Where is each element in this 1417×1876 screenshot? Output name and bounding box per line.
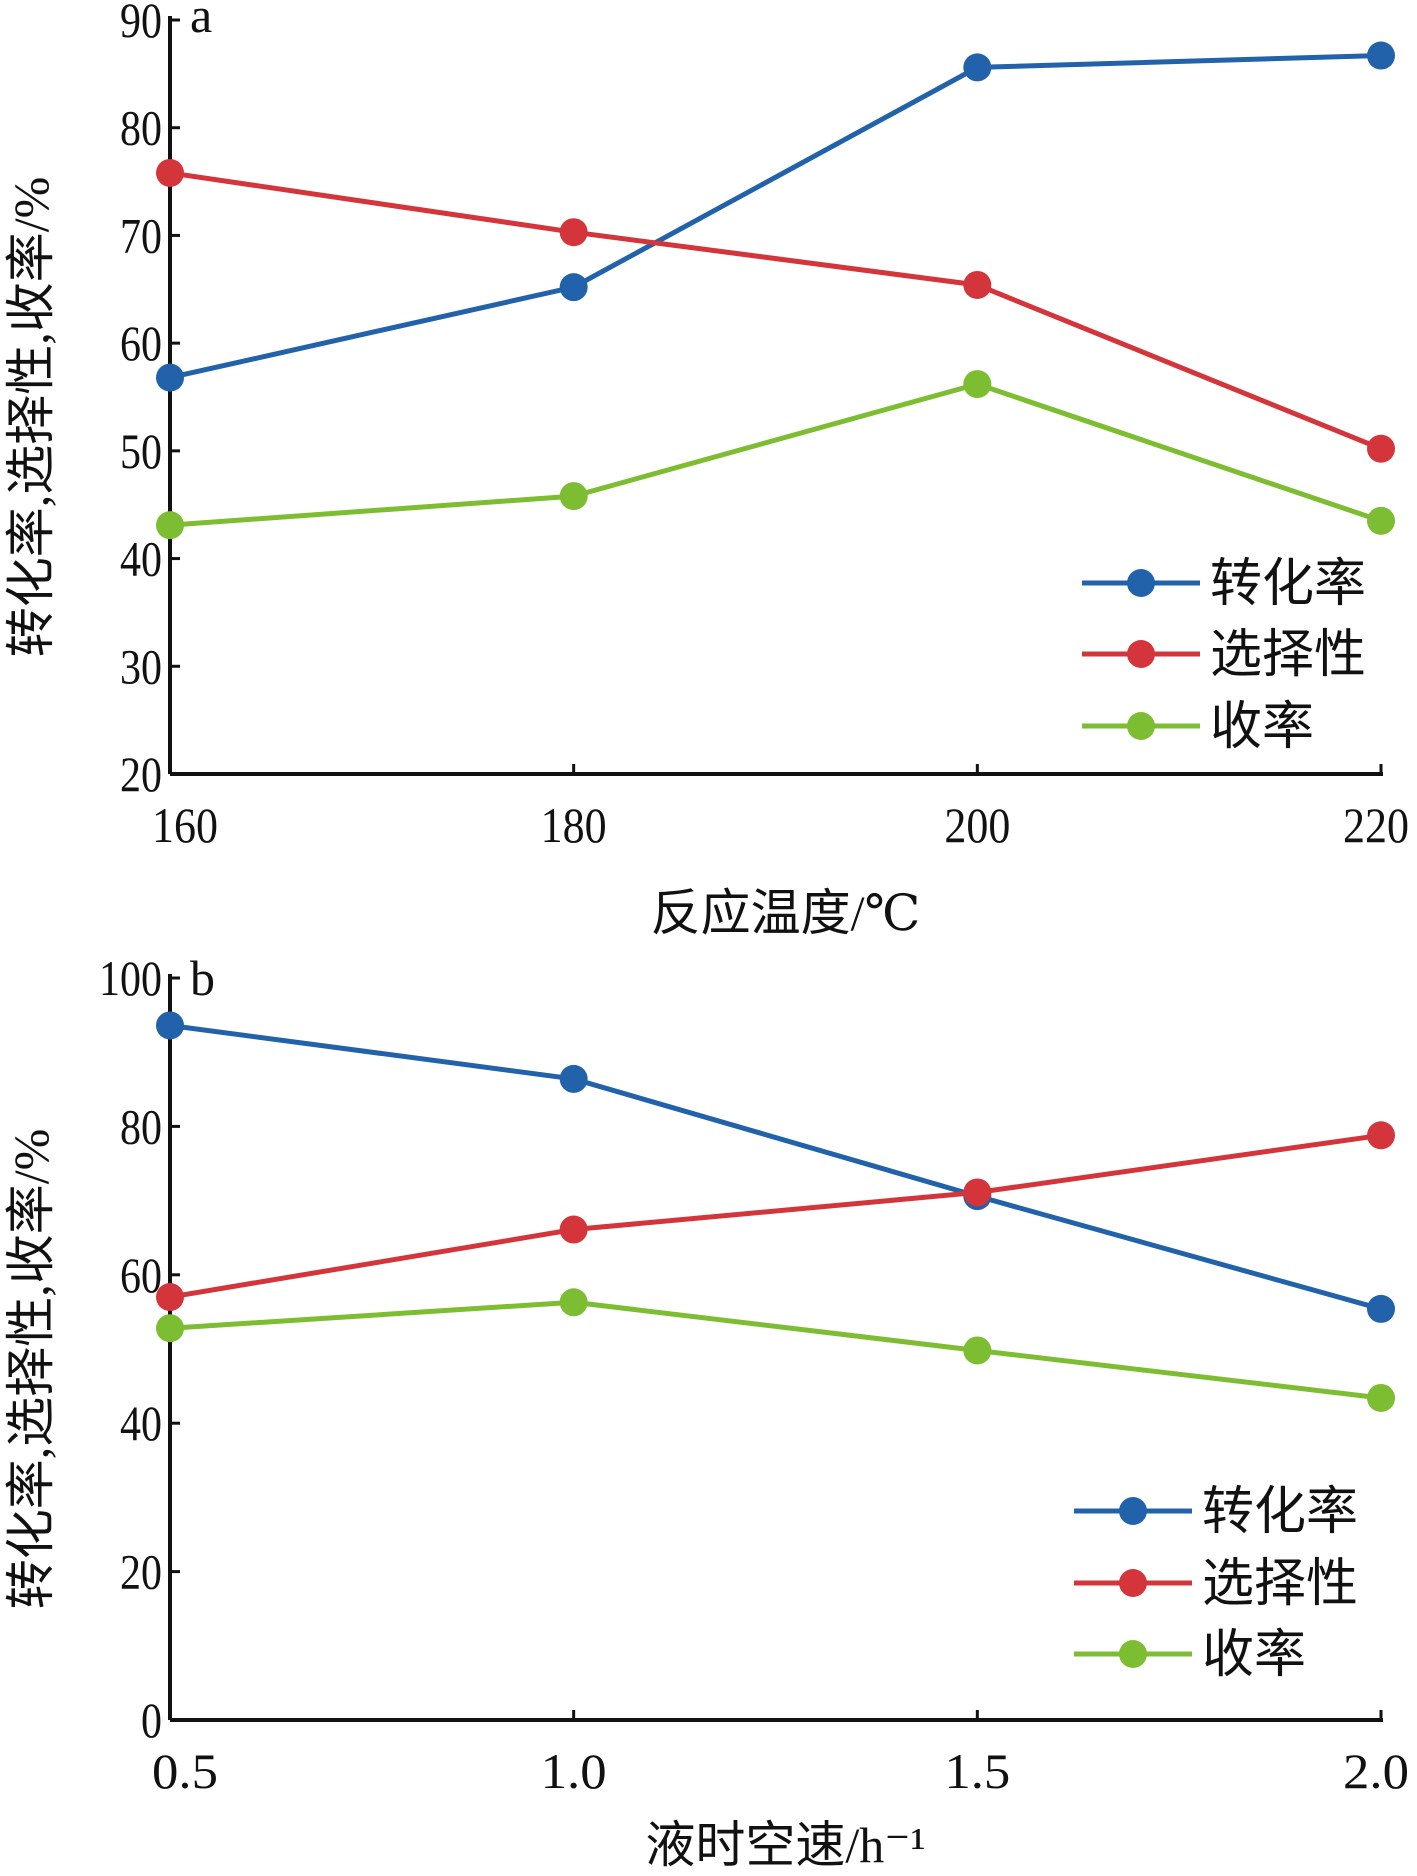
data-point-yield [1367,1383,1395,1412]
data-point-selectivity [156,1283,184,1312]
data-point-conversion [1367,1294,1395,1323]
series-line-yield [169,381,1382,528]
series-line-selectivity [169,170,1382,452]
y-tick-label: 90 [120,0,162,48]
data-point-selectivity [963,1178,992,1207]
x-tick-label: 200 [944,797,1010,853]
y-axis-label: 转化率,选择性,收率/% [3,177,59,658]
legend-label-yield: 收率 [1210,699,1314,756]
data-point-yield [156,511,184,540]
data-point-selectivity [963,270,992,299]
y-tick-label: 70 [120,207,162,263]
legend-marker-yield [1119,1640,1147,1668]
legend-label-conversion: 转化率 [1202,1484,1358,1541]
data-point-selectivity [559,1215,588,1244]
panel-label: a [190,0,212,43]
y-tick-label: 60 [120,1247,162,1303]
data-point-conversion [559,1064,588,1093]
x-axis-label: 反应温度/℃ [651,885,921,941]
y-tick-label: 0 [141,1692,162,1748]
data-point-conversion [156,363,184,392]
y-tick-label: 60 [120,315,162,371]
legend-label-yield: 收率 [1202,1627,1306,1684]
x-tick-label: 160 [152,797,218,853]
data-point-selectivity [156,158,184,187]
legend-label-selectivity: 选择性 [1202,1556,1358,1613]
y-tick-label: 30 [120,638,162,694]
chart-panel-b: 0 20 40 60 80 100 0.5 1.0 1.5 2.0 b 液时空速/h⁻¹ 转化率,选择性… [3,950,1409,1873]
series-line-conversion [169,53,1382,381]
data-point-yield [1367,506,1395,535]
y-axis-label: 转化率,选择性,收率/% [3,1129,59,1610]
x-tick-label: 220 [1343,797,1409,853]
data-point-conversion [1367,41,1395,70]
data-point-conversion [559,273,588,302]
x-axis-label: 液时空速/h⁻¹ [645,1817,925,1873]
data-point-selectivity [1367,434,1395,463]
data-point-conversion [963,53,992,82]
legend-label-conversion: 转化率 [1210,556,1366,613]
legend-marker-conversion [1119,1497,1147,1525]
series-line-yield [169,1299,1382,1401]
y-tick-label: 20 [120,1544,162,1600]
x-tick-label: 0.5 [152,1743,218,1799]
legend-marker-conversion [1127,569,1155,597]
y-tick-label: 100 [99,950,162,1006]
legend-label-selectivity: 选择性 [1210,627,1366,684]
data-point-yield [963,1336,992,1365]
y-tick-label: 40 [120,1395,162,1451]
series-line-selectivity [169,1132,1382,1300]
y-tick-label: 40 [120,531,162,587]
x-tick-label: 2.0 [1343,1743,1409,1799]
x-tick-label: 1.0 [541,1743,607,1799]
series-line-conversion [169,1023,1382,1312]
y-tick-label: 20 [120,746,162,802]
data-point-yield [963,370,992,399]
y-tick-label: 50 [120,423,162,479]
x-tick-label: 1.5 [944,1743,1010,1799]
legend-marker-selectivity [1119,1569,1147,1597]
y-tick-label: 80 [120,1098,162,1154]
data-point-selectivity [559,218,588,247]
data-point-yield [156,1314,184,1343]
data-point-conversion [156,1011,184,1040]
y-tick-label: 80 [120,100,162,156]
legend-marker-yield [1127,712,1155,740]
chart-panel-a: 20 30 40 50 60 70 80 90 160 180 200 220 a 反应温度/℃ 转化率,选… [3,0,1409,941]
legend-marker-selectivity [1127,640,1155,668]
data-point-yield [559,482,588,511]
data-point-yield [559,1288,588,1317]
x-tick-label: 180 [541,797,607,853]
panel-label: b [190,950,215,1006]
data-point-selectivity [1367,1121,1395,1150]
